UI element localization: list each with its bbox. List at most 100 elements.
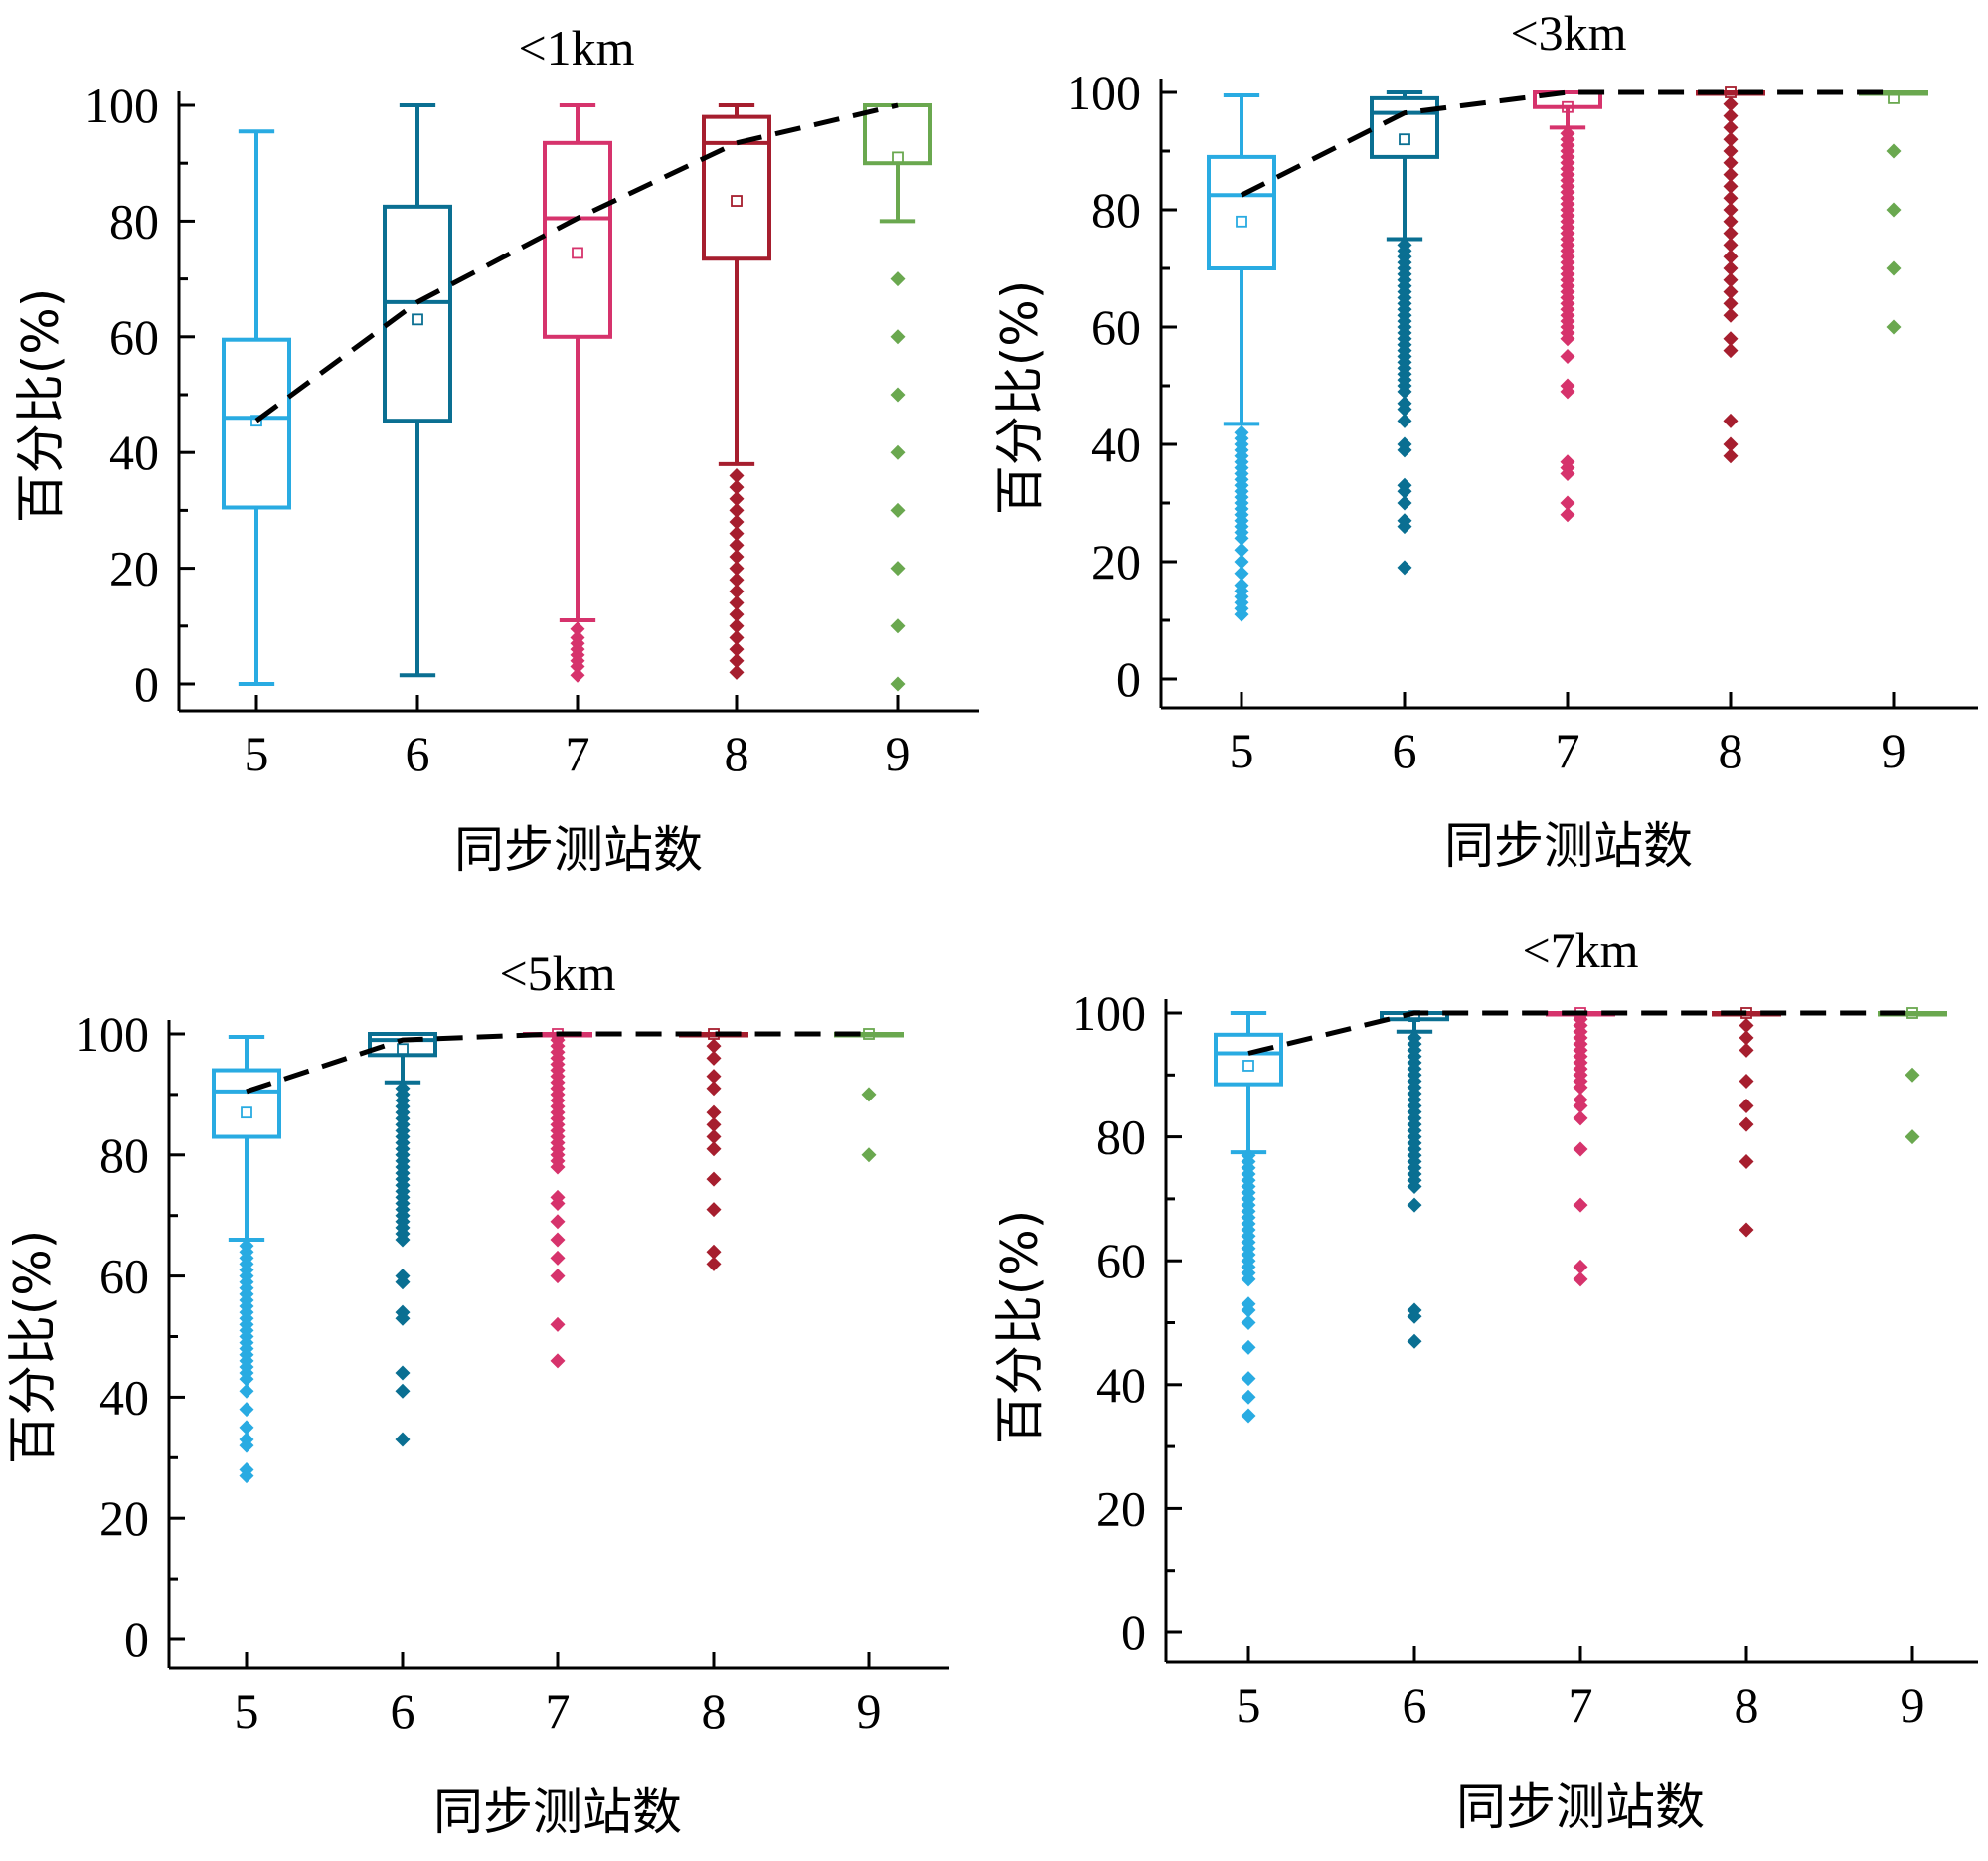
outlier-point	[706, 1104, 722, 1120]
outlier-point	[1397, 402, 1412, 418]
outlier-point	[550, 1232, 566, 1248]
y-tick-label: 20	[1091, 534, 1141, 590]
outlier-point	[729, 606, 745, 622]
outlier-point	[1886, 319, 1902, 335]
outlier-point	[570, 621, 585, 637]
box-group-7	[523, 1028, 592, 1369]
median-trend-line	[1247, 1010, 1912, 1056]
box-group-7	[543, 103, 612, 683]
panel-title: <3km	[1510, 5, 1626, 61]
outlier-point	[1723, 178, 1739, 194]
outlier-point	[1241, 1389, 1256, 1405]
box-group-9	[834, 1028, 904, 1163]
outlier-point	[1234, 606, 1249, 622]
box-group-7	[1533, 90, 1602, 523]
mean-marker	[1906, 1007, 1918, 1019]
iqr-box	[702, 114, 771, 261]
outlier-point	[550, 1353, 566, 1369]
outlier-point	[1397, 495, 1412, 511]
outlier-point	[729, 629, 745, 645]
outlier-point	[1723, 237, 1739, 253]
panel-4: <7km 0 20 40 60 80 100 5 6 7 8 9 同步测站数 百分比(%)	[991, 923, 1978, 1836]
outlier-point	[729, 572, 745, 588]
iqr-box	[1214, 1032, 1283, 1087]
outlier-point	[1241, 1315, 1256, 1330]
y-tick-label: 40	[109, 424, 159, 480]
y-tick-label: 100	[1072, 985, 1146, 1041]
outlier-point	[1560, 384, 1575, 400]
outlier-point	[1397, 442, 1412, 458]
outlier-point	[729, 641, 745, 657]
y-tick-label: 20	[1096, 1480, 1146, 1536]
outlier-point	[1234, 530, 1249, 546]
outlier-point	[1723, 119, 1739, 135]
y-axis-title: 百分比(%)	[991, 280, 1049, 516]
median-trend-line	[246, 1031, 869, 1095]
median-trend-line	[254, 102, 899, 423]
outlier-point	[890, 271, 906, 287]
outlier-point	[1407, 1333, 1422, 1349]
outlier-point	[1723, 167, 1739, 183]
outlier-point	[706, 1116, 722, 1132]
x-tick-label: 9	[857, 1683, 882, 1739]
y-tick-label: 80	[99, 1127, 149, 1183]
y-tick-label: 100	[75, 1006, 149, 1062]
outlier-point	[550, 1250, 566, 1266]
outlier-point	[1723, 214, 1739, 230]
outlier-point	[729, 664, 745, 680]
outlier-point	[1739, 1154, 1754, 1170]
x-tick-label: 8	[725, 726, 749, 781]
iqr-box	[222, 337, 291, 510]
outlier-point	[1573, 1098, 1588, 1113]
outlier-point	[1739, 1074, 1754, 1090]
outlier-point	[1560, 349, 1575, 364]
outlier-point	[1739, 1030, 1754, 1046]
mean-marker	[1242, 1060, 1254, 1072]
outlier-point	[239, 1438, 254, 1453]
y-tick-label: 60	[109, 309, 159, 365]
mean-marker	[397, 1043, 409, 1056]
iqr-box	[383, 204, 452, 423]
mean-marker	[1399, 133, 1410, 146]
outlier-point	[890, 329, 906, 345]
outlier-point	[1723, 413, 1739, 428]
outlier-point	[1739, 1116, 1754, 1132]
box-group-5	[1207, 92, 1276, 622]
outlier-point	[1723, 226, 1739, 242]
outlier-point	[1723, 448, 1739, 464]
x-axis-title: 同步测站数	[1456, 1778, 1705, 1836]
outlier-point	[1723, 272, 1739, 288]
panel-title: <1km	[518, 20, 634, 76]
outlier-point	[729, 618, 745, 634]
iqr-box	[368, 1032, 437, 1058]
outlier-point	[395, 1310, 411, 1326]
outlier-point	[890, 502, 906, 518]
iqr-box	[543, 140, 612, 339]
outlier-point	[729, 653, 745, 669]
mean-marker	[241, 1106, 252, 1119]
outlier-point	[1234, 554, 1249, 570]
mean-marker	[250, 415, 262, 427]
box-group-8	[679, 1028, 748, 1271]
mean-marker	[1236, 215, 1247, 228]
x-tick-label: 8	[1719, 723, 1743, 778]
outlier-point	[1573, 1141, 1588, 1157]
outlier-point	[1886, 202, 1902, 218]
y-tick-label: 0	[1121, 1605, 1146, 1660]
x-tick-label: 7	[566, 726, 590, 781]
outlier-point	[239, 1420, 254, 1436]
outlier-point	[706, 1129, 722, 1145]
outlier-point	[1573, 1197, 1588, 1213]
outlier-point	[1573, 1259, 1588, 1274]
outlier-point	[1723, 108, 1739, 124]
panel-title: <5km	[499, 945, 615, 1001]
y-tick-label: 80	[1091, 182, 1141, 238]
x-tick-label: 5	[235, 1683, 259, 1739]
box-group-9	[1859, 90, 1928, 335]
x-tick-label: 6	[391, 1683, 415, 1739]
outlier-point	[1241, 1302, 1256, 1318]
outlier-point	[890, 561, 906, 577]
outlier-point	[890, 387, 906, 403]
y-tick-label: 60	[1096, 1233, 1146, 1288]
